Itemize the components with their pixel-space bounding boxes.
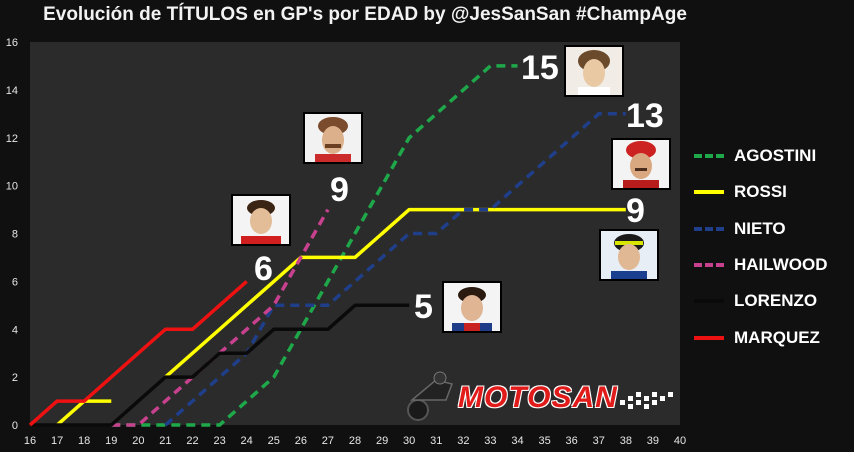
x-tick-label: 18 [78,435,90,447]
legend-label-hailwood: HAILWOOD [734,255,828,275]
legend-label-rossi: ROSSI [734,182,787,202]
portrait-agostini-icon [566,47,622,95]
legend: AGOSTINI ROSSI NIETO HAILWOOD LORENZO MA… [694,138,854,356]
motosan-logo: MOTOSAN [402,370,682,422]
end-label-hailwood: 9 [330,171,349,209]
portrait-hailwood-icon [305,114,361,162]
legend-swatch-hailwood [694,263,724,268]
end-label-rossi: 9 [626,192,645,230]
series-line-lorenzo [30,303,410,427]
legend-item-lorenzo: LORENZO [694,283,854,319]
y-tick-label: 12 [6,133,18,145]
y-tick-label: 0 [12,420,18,432]
legend-label-lorenzo: LORENZO [734,291,818,311]
x-tick-label: 27 [322,435,334,447]
x-tick-label: 40 [674,435,686,447]
legend-item-hailwood: HAILWOOD [694,247,854,283]
portrait-lorenzo-icon [444,283,500,331]
end-label-lorenzo: 5 [414,288,433,326]
x-tick-label: 39 [647,435,659,447]
x-tick-label: 26 [295,435,307,447]
x-tick-label: 21 [159,435,171,447]
x-tick-label: 20 [132,435,144,447]
chart-title: Evolución de TÍTULOS en GP's por EDAD by… [43,4,687,25]
x-tick-label: 28 [349,435,361,447]
x-tick-label: 23 [213,435,225,447]
logo-text: MOTOSAN [458,381,618,414]
y-tick-label: 2 [12,372,18,384]
legend-label-nieto: NIETO [734,218,786,238]
avatar-agostini [564,45,624,97]
legend-swatch-marquez [694,335,724,340]
avatar-marquez [231,194,291,246]
x-tick-label: 24 [241,435,253,447]
portrait-nieto-icon [613,140,669,188]
motorbike-rider-icon [407,371,453,421]
legend-swatch-rossi [694,190,724,195]
series-line-marquez [28,280,248,427]
legend-swatch-nieto [694,226,724,231]
x-tick-label: 25 [268,435,280,447]
legend-item-marquez: MARQUEZ [694,319,854,355]
x-tick-label: 35 [538,435,550,447]
legend-item-nieto: NIETO [694,211,854,247]
x-tick-label: 38 [620,435,632,447]
portrait-marquez-icon [233,196,289,244]
legend-swatch-agostini [694,154,724,159]
end-label-agostini: 15 [521,49,559,87]
legend-label-agostini: AGOSTINI [734,146,817,166]
avatar-hailwood [303,112,363,164]
series-line-agostini [111,64,518,427]
y-tick-label: 6 [12,276,18,288]
legend-swatch-lorenzo [694,299,724,304]
y-tick-label: 8 [12,229,18,241]
y-tick-label: 10 [6,181,18,193]
series-line-nieto [164,112,626,427]
x-tick-label: 16 [24,435,36,447]
portrait-rossi-icon [601,231,657,279]
checkered-flag-icon [620,392,673,409]
x-tick-label: 33 [484,435,496,447]
end-label-nieto: 13 [626,97,664,135]
x-tick-label: 30 [403,435,415,447]
legend-label-marquez: MARQUEZ [734,327,820,347]
x-tick-label: 31 [430,435,442,447]
x-tick-label: 19 [105,435,117,447]
end-label-marquez: 6 [254,250,273,288]
x-tick-label: 32 [457,435,469,447]
legend-item-agostini: AGOSTINI [694,138,854,174]
avatar-lorenzo [442,281,502,333]
x-tick-label: 17 [51,435,63,447]
x-tick-label: 29 [376,435,388,447]
y-tick-label: 4 [12,324,18,336]
legend-item-rossi: ROSSI [694,174,854,210]
avatar-rossi [599,229,659,281]
y-tick-label: 16 [6,37,18,49]
x-tick-label: 22 [186,435,198,447]
x-tick-label: 36 [566,435,578,447]
y-tick-label: 14 [6,85,18,97]
x-tick-label: 37 [593,435,605,447]
series-line-rossi [164,207,626,379]
x-tick-label: 34 [511,435,523,447]
avatar-nieto [611,138,671,190]
